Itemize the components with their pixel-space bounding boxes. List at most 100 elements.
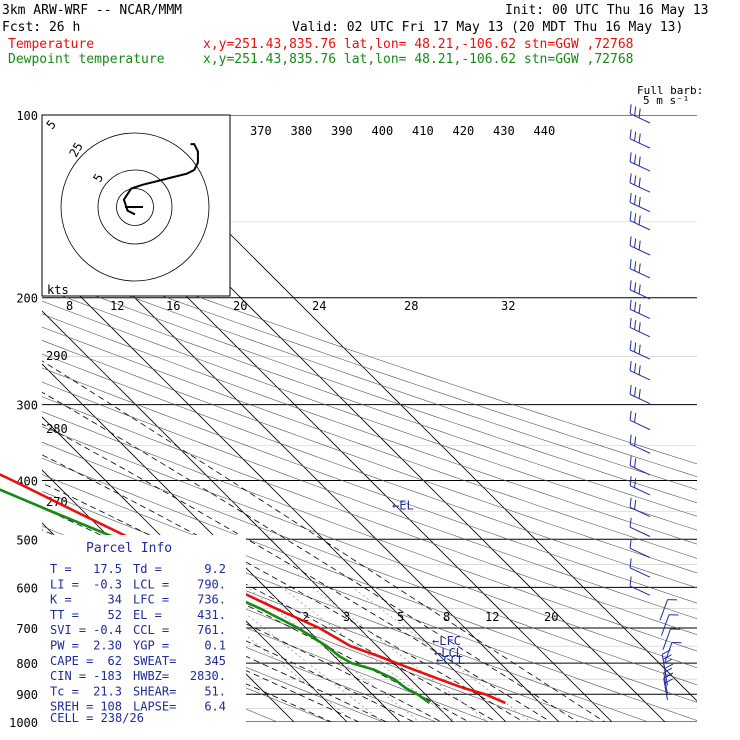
barb-flag [638, 215, 641, 225]
mixing-ratio-label: 12 [485, 610, 499, 624]
wind-barb-upper [629, 299, 651, 320]
barb-staff [629, 308, 651, 320]
parcel-info-cell: LAPSE= [133, 700, 176, 714]
barb-flag [629, 280, 632, 290]
barb-staff [629, 547, 651, 559]
parcel-info-cell: 2.30 [93, 639, 122, 653]
barb-flag [629, 476, 632, 486]
parcel-info-cell: SVI = [50, 623, 86, 637]
mixing-ratio-label: 2 [302, 610, 309, 624]
temperature-line [0, 473, 506, 705]
parcel-info-title: Parcel Info [86, 541, 172, 556]
dry-adiabat [42, 326, 697, 559]
wind-barb-upper [629, 192, 651, 213]
barb-staff [629, 161, 651, 172]
barb-flag [670, 628, 681, 630]
parcel-info-cell: -0.4 [93, 623, 122, 637]
barb-staff [629, 567, 651, 578]
parcel-info-cell: SWEAT= [133, 654, 176, 668]
barb-staff [629, 201, 651, 213]
wind-barb-upper [629, 384, 651, 405]
barb-flag [638, 133, 641, 144]
barb-staff [629, 245, 651, 256]
dry-adiabat [42, 353, 697, 589]
dry-adiabat [42, 239, 697, 465]
wind-barb-lower [663, 667, 674, 695]
barb-staff [629, 465, 651, 476]
moist-adiabat [42, 391, 579, 722]
hodograph-ring-label: 25 [66, 140, 85, 160]
barb-flag [634, 320, 637, 330]
barb-staff [629, 289, 651, 300]
dry-adiabat [42, 441, 697, 686]
dry-adiabat [42, 251, 697, 477]
barb-flag [629, 538, 632, 549]
barb-staff [629, 182, 651, 193]
wind-barb-upper [629, 104, 651, 124]
temperature-legend-info: x,y=251.43,835.76 lat,lon= 48.21,-106.62… [203, 37, 633, 52]
hodograph-speed-label: 32 [501, 299, 515, 313]
barb-staff [629, 585, 651, 596]
parcel-info-cell-motion: CELL = 238/26 [50, 711, 144, 725]
barb-flag [629, 129, 632, 139]
pressure-tick-label: 700 [16, 622, 38, 636]
wind-barb-upper [629, 410, 651, 431]
mixing-ratio-line [311, 587, 489, 722]
parcel-info-cell: LFC = [133, 593, 169, 607]
barb-staff [629, 327, 651, 338]
theta-e-label: 370 [250, 124, 272, 138]
parcel-info-cell: 761. [197, 623, 226, 637]
barb-flag [638, 284, 641, 295]
wind-barb-upper [629, 456, 651, 476]
wind-barb-upper [629, 497, 651, 518]
barb-flag [634, 301, 637, 312]
hodograph-speed-label: 20 [233, 299, 247, 313]
dry-adiabat [42, 601, 332, 722]
barb-flag [629, 104, 632, 114]
barb-staff [661, 614, 670, 636]
parcel-info-cell: 431. [197, 608, 226, 622]
wind-barb-lower [661, 614, 679, 636]
dry-adiabat [42, 411, 697, 652]
barb-flag [664, 663, 674, 669]
barb-flag [629, 211, 632, 221]
theta-e-label: 380 [291, 124, 313, 138]
wind-barb-upper [629, 317, 651, 338]
barb-flag [667, 599, 678, 601]
barb-staff [629, 113, 651, 124]
barb-flag [634, 106, 637, 116]
isotherm-line [42, 257, 507, 722]
barb-staff [629, 526, 651, 537]
barb-flag [634, 131, 637, 141]
barb-staff [629, 419, 651, 431]
mixing-ratio-label: 3 [343, 610, 350, 624]
barb-flag [629, 361, 632, 371]
wind-barb-upper [629, 173, 651, 193]
dry-adiabat [42, 275, 697, 504]
barb-staff [629, 485, 651, 496]
parcel-info-cell: EL = [133, 608, 162, 622]
barb-flag [638, 365, 641, 375]
barb-flag [629, 317, 632, 328]
hodograph-ring [60, 132, 210, 282]
barb-key-units: 5 m s⁻¹ [643, 94, 689, 107]
theta-e-label: 410 [412, 124, 434, 138]
barb-flag [634, 213, 637, 223]
moist-adiabat [42, 423, 552, 722]
level-marker-lcl: ←LCL [434, 646, 463, 660]
wind-barb-upper [629, 236, 651, 256]
barb-flag [629, 576, 632, 587]
level-marker-el: ←EL [392, 499, 414, 513]
mixing-ratio-line [247, 587, 421, 722]
hodograph-ring [116, 188, 154, 226]
model-title: 3km ARW-WRF -- NCAR/MMM [2, 3, 182, 18]
isotherm-line [42, 416, 348, 722]
barb-flag [634, 282, 637, 292]
parcel-info-cell: LCL = [133, 577, 169, 591]
wind-barb-upper [629, 280, 651, 300]
wind-barb-lower [664, 642, 682, 664]
barb-flag [634, 436, 637, 447]
barb-flag [634, 261, 637, 271]
barb-flag [629, 558, 632, 568]
